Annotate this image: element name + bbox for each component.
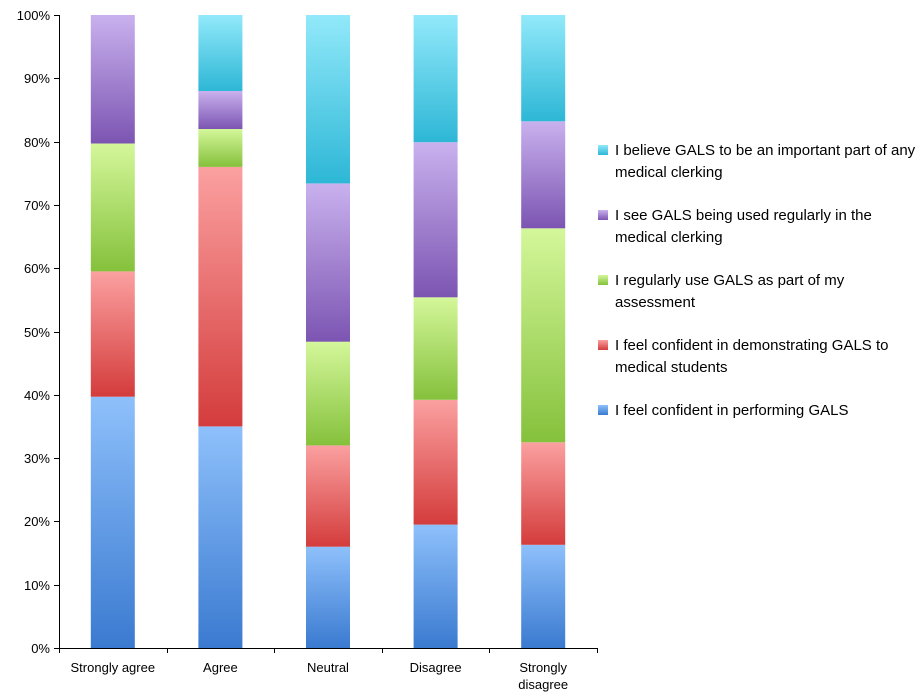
x-category-label: Neutral bbox=[307, 660, 349, 675]
x-category-labels: Strongly agree Agree Neutral Disagree Strong… bbox=[71, 660, 569, 692]
bar-segment-1-2 bbox=[90, 271, 135, 397]
y-tick-label: 70% bbox=[24, 198, 50, 213]
legend-label: I feel confident in performing GALS bbox=[615, 402, 849, 419]
bar-segment-3-1 bbox=[306, 546, 350, 648]
bar-segment-4-2 bbox=[413, 399, 458, 525]
bar-segment-3-3 bbox=[306, 341, 350, 446]
bar-segment-1-4 bbox=[90, 15, 135, 144]
y-tick-label: 90% bbox=[24, 71, 50, 86]
bar-segment-5-5 bbox=[521, 15, 566, 122]
bar-segment-2-1 bbox=[198, 426, 243, 648]
x-category-label: Strongly disagree bbox=[518, 660, 568, 692]
bar-segment-5-1 bbox=[521, 544, 566, 648]
y-tick-label: 10% bbox=[24, 578, 50, 593]
x-category-label: Strongly agree bbox=[71, 660, 156, 675]
bar-segment-2-3 bbox=[198, 128, 243, 167]
bar-segment-2-4 bbox=[198, 91, 243, 129]
bar-segment-3-4 bbox=[306, 183, 350, 342]
bar-segment-2-5 bbox=[198, 15, 243, 91]
legend-item: I see GALS being used regularly in the m… bbox=[597, 205, 924, 249]
axes-group bbox=[54, 15, 598, 653]
bar-segment-1-3 bbox=[90, 143, 135, 272]
legend: I believe GALS to be an important part o… bbox=[597, 140, 924, 443]
y-tick-label: 0% bbox=[31, 641, 50, 656]
y-tick-label: 20% bbox=[24, 514, 50, 529]
y-tick-label: 80% bbox=[24, 135, 50, 150]
y-tick-label: 100% bbox=[17, 8, 51, 23]
x-category-label: Agree bbox=[203, 660, 238, 675]
bar-segment-5-4 bbox=[521, 121, 566, 229]
bar-segment-2-2 bbox=[198, 166, 243, 427]
legend-swatch bbox=[598, 340, 608, 350]
bar-segment-1-1 bbox=[90, 396, 135, 648]
legend-item: I feel confident in demonstrating GALS t… bbox=[597, 335, 924, 379]
bar-segment-4-4 bbox=[413, 142, 458, 298]
x-category-label: Disagree bbox=[410, 660, 462, 675]
y-tick-labels: 0% 10% 20% 30% 40% 50% 60% 70% 80% 90% 100% bbox=[17, 8, 51, 656]
bar-segment-3-2 bbox=[306, 445, 350, 547]
legend-item: I feel confident in performing GALS bbox=[597, 400, 924, 422]
y-tick-label: 40% bbox=[24, 388, 50, 403]
legend-label: I believe GALS to be an important part o… bbox=[615, 142, 916, 181]
bar-segment-4-5 bbox=[413, 15, 458, 143]
y-tick-label: 60% bbox=[24, 261, 50, 276]
bar-segment-5-3 bbox=[521, 228, 566, 443]
legend-swatch bbox=[598, 405, 608, 415]
bars-group bbox=[90, 15, 566, 648]
legend-item: I regularly use GALS as part of my asses… bbox=[597, 270, 924, 314]
legend-label: I regularly use GALS as part of my asses… bbox=[615, 272, 845, 311]
y-tick-label: 50% bbox=[24, 325, 50, 340]
legend-label: I see GALS being used regularly in the m… bbox=[615, 207, 872, 246]
legend-swatch bbox=[598, 210, 608, 220]
legend-swatch bbox=[598, 145, 608, 155]
y-tick-label: 30% bbox=[24, 451, 50, 466]
bar-segment-3-5 bbox=[306, 15, 350, 184]
legend-label: I feel confident in demonstrating GALS t… bbox=[615, 337, 889, 376]
bar-segment-4-3 bbox=[413, 297, 458, 400]
legend-swatch bbox=[598, 275, 608, 285]
bar-segment-5-2 bbox=[521, 442, 566, 545]
bar-segment-4-1 bbox=[413, 524, 458, 648]
legend-item: I believe GALS to be an important part o… bbox=[597, 140, 924, 184]
